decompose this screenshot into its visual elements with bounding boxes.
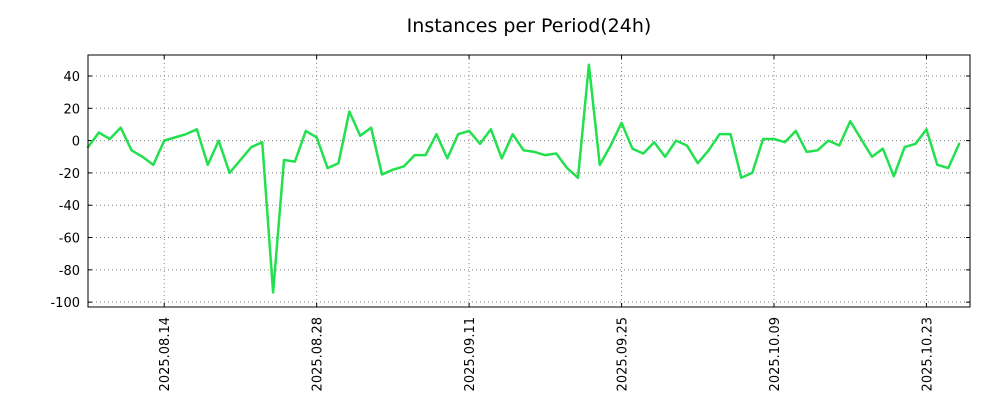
- grid: [88, 55, 970, 307]
- plot-frame: [87, 54, 971, 308]
- y-tick-label: 40: [63, 70, 80, 85]
- y-tick-label: 20: [63, 102, 80, 117]
- y-tick-label: -60: [59, 232, 80, 247]
- x-tick-label: 2025.09.11: [463, 317, 478, 391]
- y-tick-label: -40: [59, 199, 80, 214]
- x-tick-label: 2025.10.23: [920, 317, 935, 391]
- y-tick-label: -100: [50, 296, 80, 311]
- chart-title: Instances per Period(24h): [407, 15, 652, 37]
- x-tick-label: 2025.08.14: [158, 317, 173, 391]
- y-tick-label: -20: [59, 167, 80, 182]
- series-line: [86, 63, 961, 294]
- y-tick-label: 0: [72, 135, 80, 150]
- y-tick-label: -80: [59, 264, 80, 279]
- x-tick-label: 2025.10.09: [768, 317, 783, 391]
- series-layer: [86, 63, 961, 294]
- x-tick-label: 2025.08.28: [311, 317, 326, 391]
- axis-ticks: [88, 55, 970, 307]
- x-tick-label: 2025.09.25: [616, 317, 631, 391]
- tick-labels: 40 20 0 -20 -40 -60 -80 -100 2025.08.14 2025.08.2…: [50, 70, 935, 391]
